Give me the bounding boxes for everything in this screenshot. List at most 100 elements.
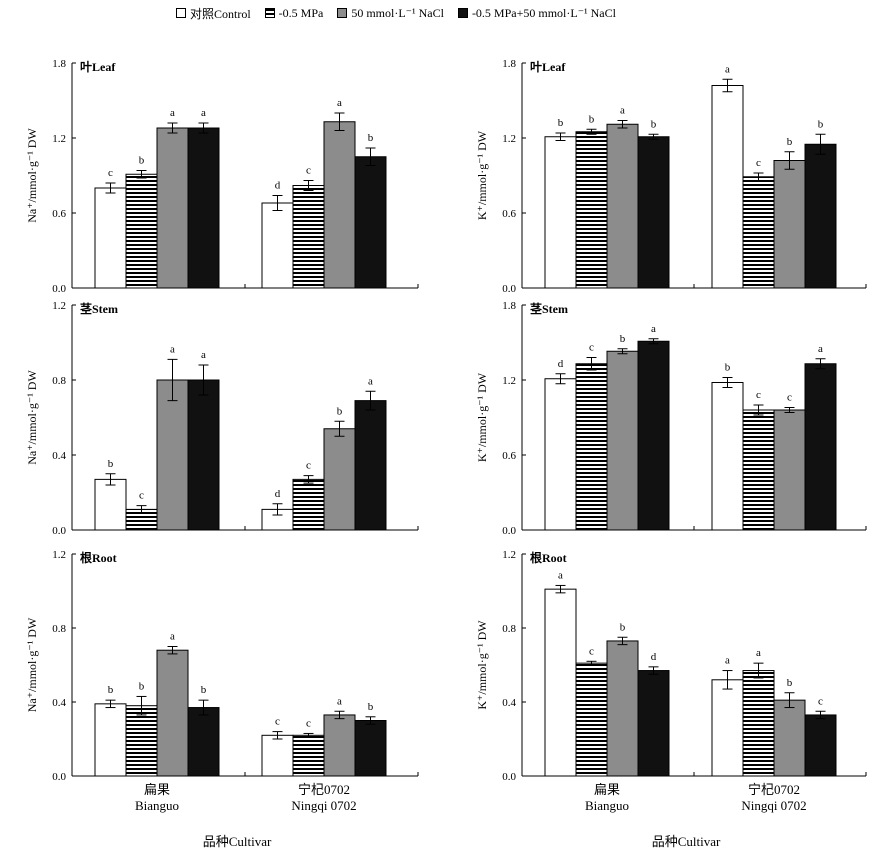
bar-salt: [156, 127, 189, 289]
significance-letter: b: [787, 136, 793, 148]
y-tick-label: 0.4: [502, 697, 516, 709]
bar-drought: [575, 131, 608, 289]
significance-letter: c: [139, 490, 144, 502]
significance-letter: b: [787, 677, 793, 689]
significance-letter: a: [337, 97, 342, 109]
bar-drought: [292, 478, 325, 531]
bar-drought: [575, 662, 608, 777]
bar-control: [711, 679, 744, 777]
significance-letter: c: [589, 342, 594, 354]
significance-letter: b: [139, 155, 145, 167]
bar-combined: [804, 714, 837, 777]
legend-item-control: 对照Control: [176, 5, 251, 22]
bar-combined: [637, 136, 670, 289]
bar-salt: [773, 409, 806, 531]
bar-salt: [156, 649, 189, 777]
y-tick-label: 0.0: [52, 525, 66, 537]
bar-drought: [292, 185, 325, 289]
legend-label-drought: -0.5 MPa: [278, 5, 324, 20]
bar-salt: [323, 121, 356, 289]
panel-label: 根Root: [80, 550, 117, 565]
significance-letter: b: [558, 117, 564, 129]
significance-letter: d: [651, 651, 657, 663]
y-tick-label: 1.2: [502, 375, 516, 387]
significance-letter: a: [337, 695, 342, 707]
significance-letter: a: [170, 107, 175, 119]
y-tick-label: 0.0: [502, 283, 516, 295]
y-axis-label: Na⁺/mmol·g⁻¹ DW: [25, 128, 39, 223]
legend-item-combined: -0.5 MPa+50 mmol·L⁻¹ NaCl: [457, 5, 616, 21]
y-axis-label: K⁺/mmol·g⁻¹ DW: [475, 620, 489, 710]
bar-combined: [354, 720, 387, 777]
chart-panel-3: 0.0 0.4 0.8 1.2 Na⁺/mmol·g⁻¹ DW 茎Stem b d c c a b a a: [25, 300, 419, 537]
bar-salt: [606, 640, 639, 777]
significance-letter: a: [201, 349, 206, 361]
y-tick-label: 1.2: [502, 549, 516, 561]
legend-swatch-control: [176, 8, 186, 18]
y-tick-label: 1.2: [52, 549, 66, 561]
significance-letter: d: [558, 358, 564, 370]
bar-combined: [354, 156, 387, 289]
category-label-en: Bianguo: [135, 798, 179, 813]
significance-letter: a: [725, 63, 730, 75]
y-tick-label: 1.8: [52, 58, 66, 70]
category-label-en: Ningqi 0702: [291, 798, 356, 813]
legend-label-salt: 50 mmol·L⁻¹ NaCl: [351, 5, 444, 20]
category-label-cn: 扁果: [594, 782, 620, 797]
y-tick-label: 0.8: [502, 623, 516, 635]
bar-control: [94, 703, 127, 777]
significance-letter: b: [108, 684, 114, 696]
y-tick-label: 0.0: [52, 283, 66, 295]
bar-control: [544, 136, 577, 289]
chart-panel-6: 0.0 0.4 0.8 1.2 K⁺/mmol·g⁻¹ DW 根Root a a c a b b d c 扁…: [475, 549, 867, 849]
y-axis-label: Na⁺/mmol·g⁻¹ DW: [25, 370, 39, 465]
significance-letter: c: [306, 165, 311, 177]
y-tick-label: 1.2: [502, 133, 516, 145]
significance-letter: a: [818, 343, 823, 355]
y-tick-label: 1.2: [52, 300, 66, 312]
bar-combined: [187, 379, 220, 531]
y-tick-label: 0.6: [502, 450, 516, 462]
category-label-en: Bianguo: [585, 798, 629, 813]
y-tick-label: 1.8: [502, 300, 516, 312]
y-tick-label: 0.0: [502, 525, 516, 537]
bar-control: [544, 378, 577, 531]
significance-letter: c: [787, 392, 792, 404]
category-label-cn: 扁果: [144, 782, 170, 797]
significance-letter: c: [306, 717, 311, 729]
legend-item-drought: -0.5 MPa: [264, 5, 324, 21]
bar-salt: [323, 714, 356, 777]
y-tick-label: 0.6: [52, 208, 66, 220]
bar-control: [261, 202, 294, 289]
significance-letter: b: [818, 118, 824, 130]
bar-control: [261, 734, 294, 777]
bar-salt: [606, 123, 639, 289]
bar-salt: [773, 160, 806, 289]
significance-letter: c: [589, 645, 594, 657]
bar-combined: [637, 670, 670, 777]
bar-combined: [637, 340, 670, 531]
significance-letter: d: [275, 488, 281, 500]
y-tick-label: 0.8: [52, 623, 66, 635]
chart-panel-5: 0.0 0.4 0.8 1.2 Na⁺/mmol·g⁻¹ DW 根Root b c b c a a b b…: [25, 549, 419, 849]
category-label-cn: 宁杞0702: [298, 782, 350, 797]
significance-letter: b: [620, 333, 626, 345]
significance-letter: b: [589, 113, 595, 125]
legend-label-control: 对照Control: [190, 6, 251, 21]
panel-label: 叶Leaf: [80, 59, 116, 74]
significance-letter: c: [756, 157, 761, 169]
bar-drought: [125, 705, 158, 777]
significance-letter: b: [108, 458, 114, 470]
significance-letter: a: [368, 375, 373, 387]
legend-swatch-salt: [337, 8, 348, 18]
significance-letter: a: [201, 107, 206, 119]
significance-letter: a: [756, 647, 761, 659]
y-tick-label: 0.6: [502, 208, 516, 220]
bar-drought: [575, 363, 608, 531]
legend-swatch-combined: [457, 8, 468, 18]
category-label-cn: 宁杞0702: [748, 782, 800, 797]
legend-label-combined: -0.5 MPa+50 mmol·L⁻¹ NaCl: [471, 5, 616, 20]
y-tick-label: 0.8: [52, 375, 66, 387]
bar-control: [94, 187, 127, 289]
